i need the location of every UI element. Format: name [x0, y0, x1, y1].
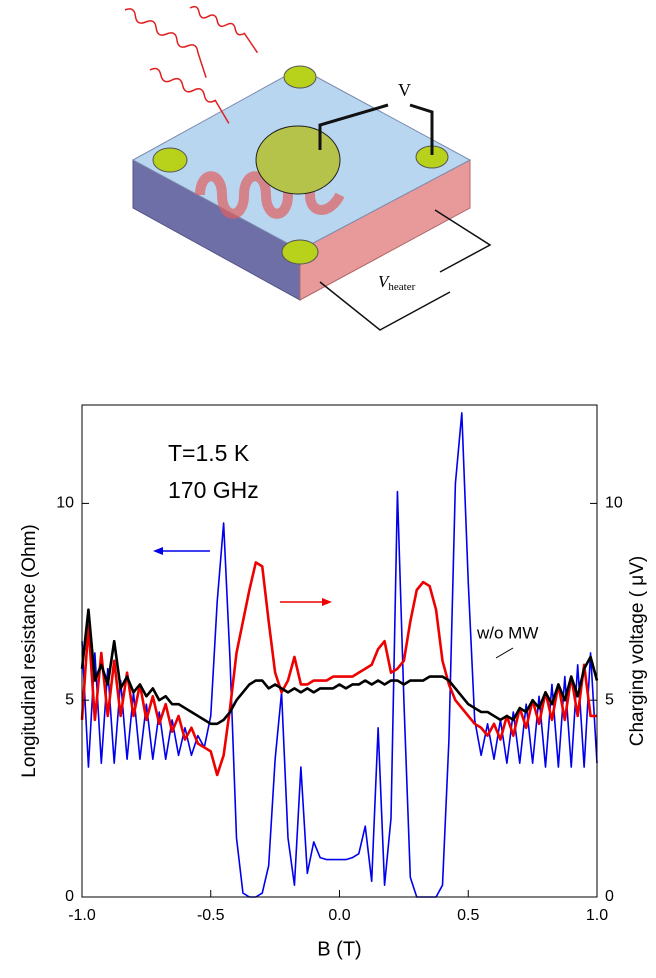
x-tick-label: 0.5	[457, 907, 479, 924]
arrows	[153, 547, 514, 659]
plot-frame	[81, 404, 598, 898]
y-tick-label: 10	[56, 495, 74, 512]
arrow-head	[153, 547, 163, 555]
x-tick-label: 0.0	[328, 907, 350, 924]
x-tick-label: 1.0	[586, 907, 608, 924]
device-diagram: V Vheater	[124, 5, 492, 331]
series-line	[80, 561, 597, 777]
y-axis-label: Longitudinal resistance (Ohm)	[19, 524, 40, 777]
y2-tick-label: 10	[605, 495, 623, 512]
wire	[318, 103, 389, 150]
wire	[434, 209, 492, 273]
microwave	[124, 8, 207, 78]
label-arrow	[495, 647, 514, 659]
heater-label-main: V	[378, 272, 391, 291]
heater-label-sub: heater	[388, 281, 415, 293]
arrow-head	[322, 598, 332, 606]
y-tick-label: 5	[65, 691, 74, 708]
annotation: 170 GHz	[168, 477, 259, 503]
y2-tick-label: 0	[605, 888, 614, 905]
center-contact	[255, 125, 341, 195]
contact	[281, 239, 319, 265]
y2-axis-label: Charging voltage ( μV)	[627, 556, 648, 746]
y-tick-label: 0	[65, 888, 74, 905]
microwave	[149, 67, 230, 124]
voltage-label: V	[398, 80, 411, 100]
annotation: T=1.5 K	[168, 440, 250, 466]
x-tick-label: -1.0	[68, 907, 96, 924]
contact	[283, 65, 317, 89]
contact	[152, 147, 188, 173]
wire	[409, 103, 434, 155]
series-label: w/o MW	[476, 623, 538, 642]
x-tick-label: -0.5	[197, 907, 225, 924]
heater-meander	[195, 171, 345, 219]
wire	[319, 281, 451, 331]
heater-label: Vheater	[378, 272, 416, 293]
y2-tick-label: 5	[605, 691, 614, 708]
series-line	[81, 412, 598, 898]
series-line	[80, 608, 599, 726]
microwave	[189, 5, 259, 54]
x-axis-label: B (T)	[317, 938, 361, 960]
